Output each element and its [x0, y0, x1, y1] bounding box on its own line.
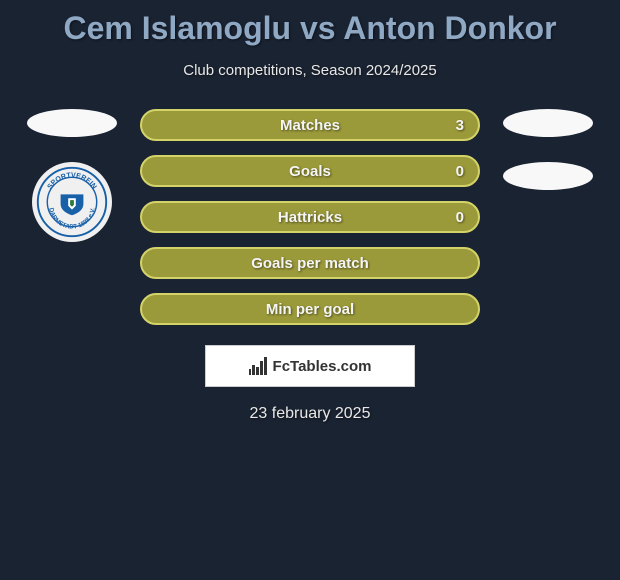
right-player-column [498, 109, 598, 190]
stat-right-value: 3 [456, 117, 464, 134]
stats-column: Matches 3 Goals 0 Hattricks 0 Goals per … [140, 109, 480, 325]
branding-text: FcTables.com [273, 358, 372, 375]
stat-label: Hattricks [142, 209, 478, 226]
stat-pill-min-per-goal: Min per goal [140, 293, 480, 325]
left-club-logo: SPORTVEREIN DARMSTADT 1898 e.V. [32, 162, 112, 242]
stat-pill-goals-per-match: Goals per match [140, 247, 480, 279]
left-player-column: SPORTVEREIN DARMSTADT 1898 e.V. [22, 109, 122, 242]
fctables-branding[interactable]: FcTables.com [205, 345, 415, 387]
stat-right-value: 0 [456, 163, 464, 180]
left-player-avatar [27, 109, 117, 137]
footer-date: 23 february 2025 [0, 405, 620, 423]
stat-pill-goals: Goals 0 [140, 155, 480, 187]
stat-label: Goals per match [142, 255, 478, 272]
comparison-area: SPORTVEREIN DARMSTADT 1898 e.V. Matches … [0, 109, 620, 325]
darmstadt-logo-icon: SPORTVEREIN DARMSTADT 1898 e.V. [34, 164, 110, 240]
page-subtitle: Club competitions, Season 2024/2025 [0, 62, 620, 79]
comparison-infographic: Cem Islamoglu vs Anton Donkor Club compe… [0, 0, 620, 433]
stat-right-value: 0 [456, 209, 464, 226]
right-player-avatar [503, 109, 593, 137]
bar-chart-icon [249, 357, 267, 375]
stat-label: Goals [142, 163, 478, 180]
right-club-avatar [503, 162, 593, 190]
page-title: Cem Islamoglu vs Anton Donkor [0, 10, 620, 47]
stat-pill-matches: Matches 3 [140, 109, 480, 141]
stat-label: Matches [142, 117, 478, 134]
stat-label: Min per goal [142, 301, 478, 318]
stat-pill-hattricks: Hattricks 0 [140, 201, 480, 233]
